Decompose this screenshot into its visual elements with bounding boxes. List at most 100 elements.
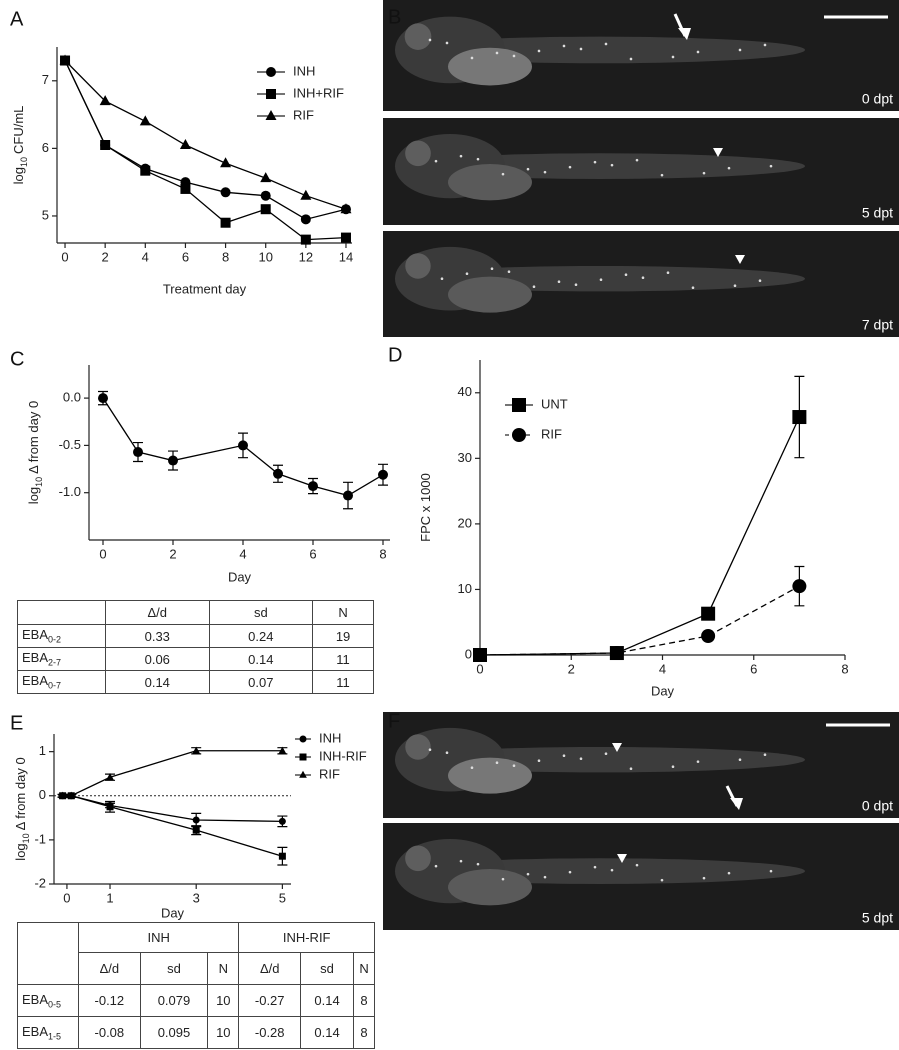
speck (512, 54, 516, 58)
x-tick-label: 2 (568, 661, 575, 676)
fish-yolk (448, 164, 532, 201)
y-tick-label: 1 (39, 743, 46, 758)
speck (635, 158, 639, 162)
panel-label: D (388, 344, 402, 366)
row-label: 2-7 (48, 657, 62, 668)
arrowhead (735, 255, 745, 264)
table-row: INH INH-RIF (17, 922, 375, 985)
label-part: Δ from day 0 (26, 401, 41, 474)
x-tick-label: 6 (309, 546, 316, 561)
speck (537, 49, 541, 53)
marker (378, 469, 388, 480)
marker (67, 791, 76, 799)
y-tick-label: 6 (42, 140, 49, 155)
arrowhead (612, 743, 622, 752)
speck (543, 875, 547, 879)
x-tick-label: 3 (193, 890, 200, 905)
speck (702, 876, 706, 880)
x-tick-label: 4 (659, 661, 666, 676)
table-cell: 10 (207, 984, 240, 1017)
speck (495, 761, 499, 764)
fish-yolk (448, 869, 532, 906)
row-label: EBA (22, 673, 49, 689)
fish-eye (405, 253, 431, 279)
x-axis-title: Day (228, 569, 252, 584)
speck (512, 764, 516, 767)
marker (220, 187, 231, 198)
x-axis-title: Day (161, 905, 185, 920)
marker (278, 746, 287, 754)
marker (106, 803, 114, 811)
time-label: 5 dpt (862, 910, 893, 926)
row-label: 0-7 (48, 680, 62, 691)
legend-label: INH+RIF (293, 85, 344, 100)
speck (470, 56, 474, 60)
table-cell: -0.27 (238, 984, 302, 1017)
x-tick-label: 0 (99, 546, 106, 561)
speck (604, 42, 608, 46)
label-part: CFU/mL (11, 106, 26, 154)
speck (465, 272, 469, 276)
speck (727, 166, 731, 170)
table-cell: sd (300, 952, 355, 985)
table-cell: 0.33 (105, 624, 210, 648)
speck (769, 869, 773, 873)
speck (624, 273, 628, 277)
fish-eye (405, 140, 431, 167)
arrowhead (678, 28, 691, 40)
row-label: EBA (22, 991, 49, 1007)
marker (260, 204, 271, 215)
x-tick-label: 5 (279, 890, 286, 905)
table-c: Δ/d sd N EBA0-2 0.33 0.24 19 EBA2-7 0.06 0.14 11 EB… (17, 600, 374, 694)
table-cell: 0.14 (300, 1016, 355, 1049)
y-axis-title: log10 CFU/mL (11, 106, 29, 185)
table-row: EBA2-7 0.06 0.14 11 (17, 647, 374, 671)
arrowhead (730, 798, 743, 810)
series-line (64, 60, 347, 241)
time-label: 0 dpt (862, 91, 893, 107)
speck (696, 760, 700, 763)
subscript: 10 (19, 157, 29, 167)
table-cell: sd (208, 600, 314, 625)
x-axis-title: Day (651, 683, 675, 698)
table-cell: 0.079 (139, 984, 209, 1017)
speck (568, 165, 572, 169)
speck (763, 43, 767, 47)
table-cell: sd (139, 952, 209, 985)
series-line (62, 795, 283, 857)
speck (671, 765, 675, 768)
marker (192, 826, 200, 834)
table-cell: INH (77, 922, 240, 953)
y-tick-label: 0 (465, 646, 472, 661)
legend-marker (266, 67, 276, 77)
speck (629, 57, 633, 61)
table-cell: 11 (312, 670, 374, 694)
series-line (479, 416, 800, 656)
marker (273, 468, 283, 479)
speck (434, 159, 438, 163)
speck (445, 751, 449, 754)
table-cell: 0.07 (208, 670, 314, 694)
y-tick-label: -1.0 (59, 484, 81, 499)
table-cell: EBA2-7 (17, 647, 106, 671)
speck (526, 872, 530, 876)
speck (490, 267, 494, 271)
table-cell: -0.12 (78, 984, 141, 1017)
table-cell: 0.14 (208, 647, 314, 671)
table-cell: 0.14 (300, 984, 355, 1017)
x-tick-label: 8 (222, 249, 229, 264)
speck (604, 752, 608, 755)
panel-label: C (10, 348, 24, 370)
x-tick-label: 2 (102, 249, 109, 264)
x-tick-label: 6 (750, 661, 757, 676)
y-axis-title: log10 Δ from day 0 (26, 401, 44, 504)
speck (557, 280, 561, 284)
x-tick-label: 0 (63, 890, 70, 905)
label-part: log (13, 843, 28, 860)
legend-label: RIF (319, 766, 340, 781)
row-label: 1-5 (48, 1031, 62, 1042)
speck (738, 48, 742, 52)
series-line (62, 750, 283, 797)
table-cell: -0.08 (78, 1016, 141, 1049)
